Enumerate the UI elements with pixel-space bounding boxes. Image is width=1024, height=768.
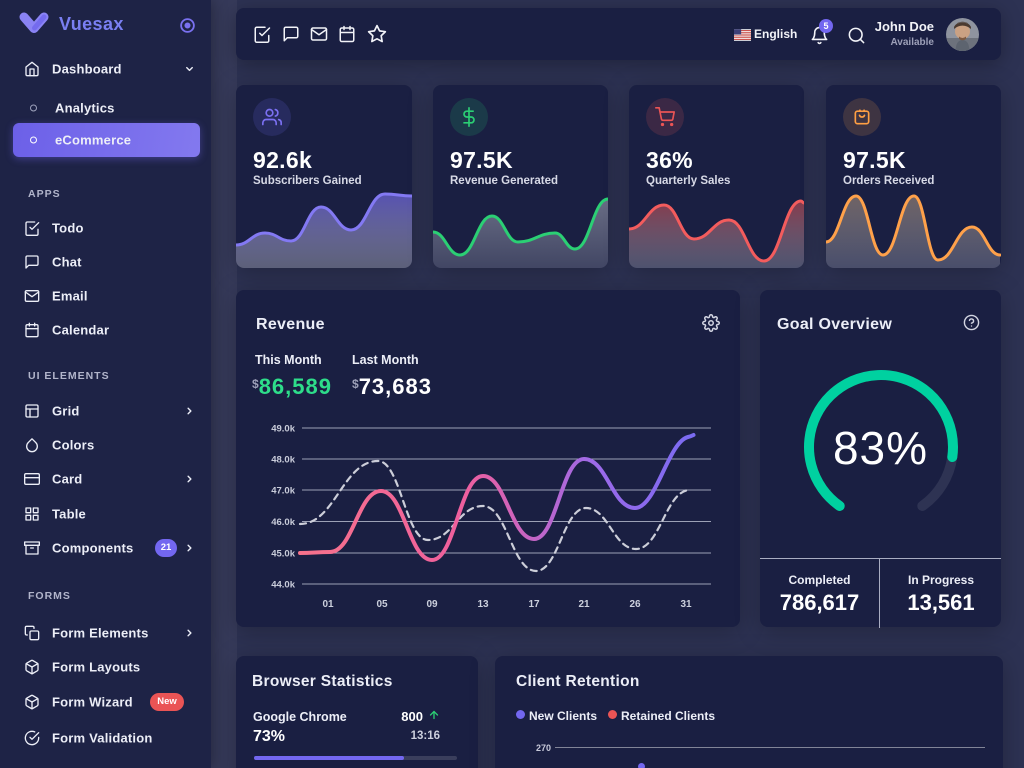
svg-text:44.0k: 44.0k [271,580,295,591]
svg-text:31: 31 [680,599,692,610]
svg-text:49.0k: 49.0k [271,424,295,435]
svg-text:26: 26 [629,599,641,610]
svg-text:09: 09 [426,599,438,610]
svg-text:21: 21 [578,599,590,610]
svg-text:05: 05 [376,599,388,610]
svg-text:46.0k: 46.0k [271,517,295,528]
svg-text:01: 01 [322,599,334,610]
svg-text:47.0k: 47.0k [271,486,295,497]
svg-text:13: 13 [477,599,489,610]
svg-text:48.0k: 48.0k [271,455,295,466]
svg-text:17: 17 [528,599,540,610]
svg-text:45.0k: 45.0k [271,549,295,560]
